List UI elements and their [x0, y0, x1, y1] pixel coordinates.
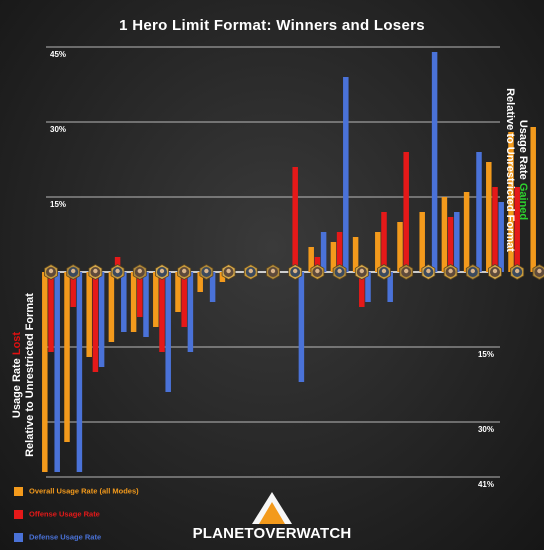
bar-offense-20: [492, 187, 498, 272]
hero-portrait-icon-15: [377, 264, 391, 280]
bar-overall-7: [197, 272, 203, 292]
bar-offense-6: [181, 272, 187, 327]
bar-defense-2: [98, 272, 105, 367]
legend-entry-defense: Defense Usage Rate: [14, 532, 101, 542]
hero-portrait-icon-22: [532, 264, 544, 280]
bar-overall-13: [330, 242, 337, 272]
bar-overall-6: [175, 272, 181, 312]
bar-overall-20: [486, 162, 492, 272]
bar-overall-4: [130, 272, 137, 332]
hero-portrait-icon-17: [421, 264, 436, 280]
bar-overall-5: [153, 272, 159, 327]
bar-overall-15: [375, 232, 381, 272]
bar-defense-3: [121, 272, 127, 332]
legend-swatch-offense: [14, 509, 23, 519]
bar-defense-17: [431, 52, 438, 272]
hero-portrait-icon-8: [221, 264, 236, 280]
y-tick-label-1: 30%: [50, 125, 66, 134]
hero-portrait-icon-5: [155, 264, 169, 280]
bar-overall-2: [86, 272, 92, 357]
bar-offense-14: [359, 272, 365, 307]
bar-defense-1: [76, 272, 83, 472]
hero-portrait-icon-19: [465, 264, 480, 280]
bar-defense-18: [454, 212, 460, 272]
bar-overall-0: [42, 272, 48, 472]
bar-offense-11: [292, 167, 298, 272]
bar-overall-16: [397, 222, 403, 272]
hero-portrait-icon-1: [66, 264, 81, 280]
hero-portrait-icon-16: [399, 264, 414, 280]
hero-portrait-icon-6: [177, 264, 192, 280]
hero-portrait-icon-20: [488, 264, 502, 280]
hero-portrait-icon-13: [332, 264, 347, 280]
y-tick-label-3: 15%: [478, 350, 494, 359]
bar-offense-0: [48, 272, 54, 352]
bar-defense-13: [343, 77, 349, 272]
bar-overall-12: [308, 247, 314, 272]
chart-title: 1 Hero Limit Format: Winners and Losers: [119, 17, 425, 34]
bar-offense-15: [381, 212, 387, 272]
y-tick-label-0: 45%: [50, 50, 66, 59]
bar-defense-7: [209, 272, 216, 302]
bar-defense-19: [476, 152, 482, 272]
y-tick-label-2: 15%: [50, 200, 66, 209]
hero-portrait-icon-3: [110, 264, 125, 280]
bar-offense-16: [403, 152, 409, 272]
hero-portrait-icon-4: [132, 264, 147, 280]
hero-portrait-icon-14: [354, 264, 369, 280]
bar-defense-11: [298, 272, 305, 382]
bar-overall-8: [219, 272, 226, 282]
gained-word: Gained: [517, 182, 529, 221]
legend-entry-offense: Offense Usage Rate: [14, 509, 100, 519]
bar-offense-4: [137, 272, 143, 317]
bar-overall-14: [352, 237, 359, 272]
bar-defense-14: [365, 272, 371, 302]
bar-offense-13: [336, 232, 343, 272]
bar-defense-6: [187, 272, 194, 352]
bar-offense-21: [514, 187, 520, 272]
bar-defense-15: [387, 272, 393, 302]
hero-portrait-icon-12: [310, 264, 325, 280]
bar-defense-12: [320, 232, 327, 272]
hero-portrait-icon-0: [44, 264, 58, 280]
bar-defense-20: [498, 202, 504, 272]
planetoverwatch-logo-icon: [252, 492, 292, 524]
bar-defense-5: [165, 272, 171, 392]
hero-portrait-icon-11: [288, 264, 303, 280]
brand-name: PLANETOVERWATCH: [192, 525, 352, 542]
bar-overall-1: [64, 272, 70, 442]
bar-overall-3: [108, 272, 115, 342]
bar-offense-5: [159, 272, 165, 352]
hero-portrait-icon-2: [88, 264, 103, 280]
bar-overall-22: [530, 127, 536, 272]
bar-offense-18: [447, 217, 454, 272]
legend-entry-overall: Overall Usage Rate (all Modes): [14, 486, 139, 496]
legend-swatch-defense: [14, 532, 23, 542]
bar-overall-21: [508, 132, 514, 272]
legend-swatch-overall: [14, 486, 23, 496]
bar-offense-1: [70, 272, 76, 307]
bar-defense-4: [143, 272, 149, 337]
hero-portrait-icon-7: [199, 264, 214, 280]
bar-defense-0: [54, 272, 60, 472]
bar-overall-17: [419, 212, 425, 272]
hero-portrait-icon-9: [243, 264, 258, 280]
hero-portrait-icon-21: [510, 264, 525, 280]
y-tick-label-5: 41%: [478, 480, 494, 489]
y-tick-label-4: 30%: [478, 425, 494, 434]
bar-overall-19: [463, 192, 470, 272]
bar-offense-2: [92, 272, 99, 372]
lost-word: Lost: [11, 331, 23, 356]
hero-portrait-icon-10: [266, 264, 280, 280]
hero-portrait-icon-18: [443, 264, 458, 280]
bar-overall-18: [441, 197, 448, 272]
